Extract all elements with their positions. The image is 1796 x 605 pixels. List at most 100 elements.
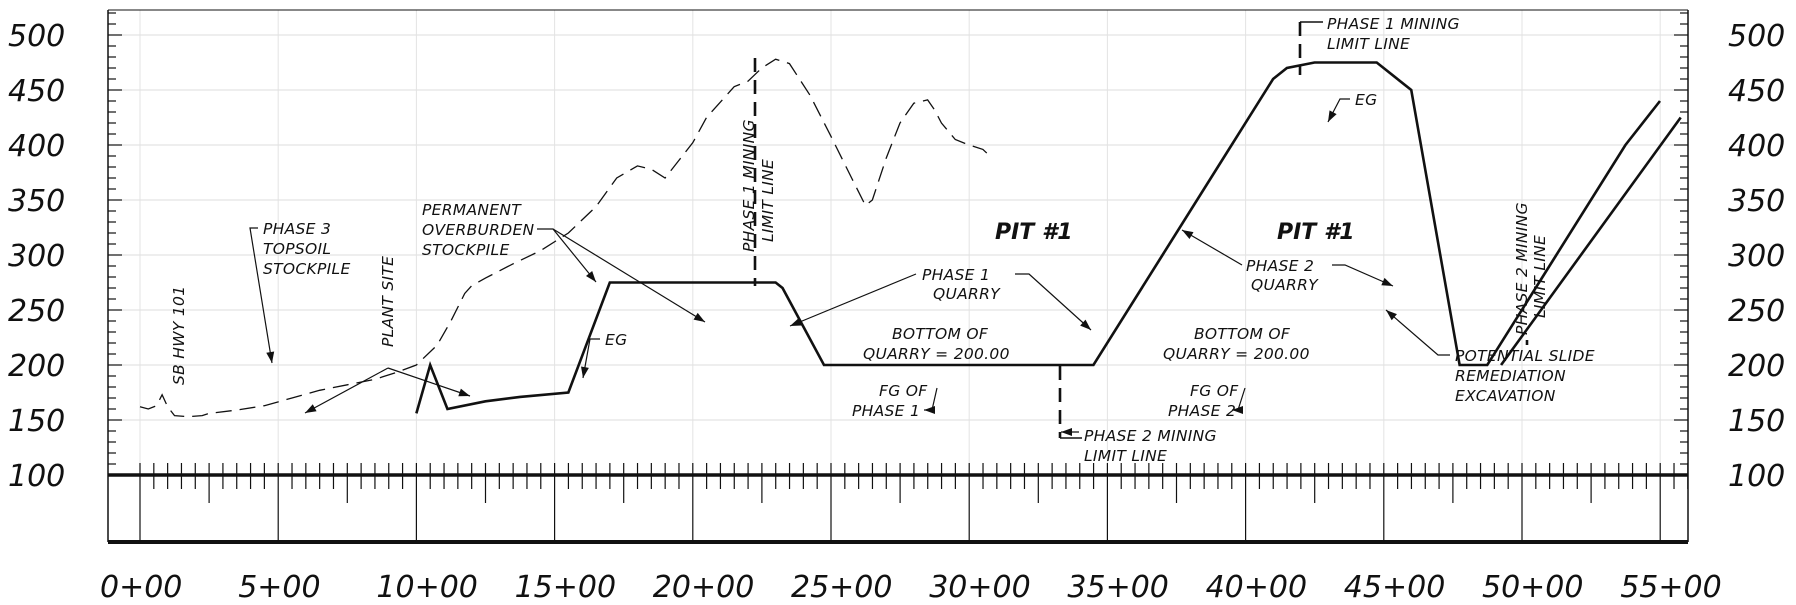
design-grade-line — [415, 61, 1682, 414]
fg-phase2-leader-arrow — [1232, 406, 1243, 414]
slide-remediation-line — [1500, 116, 1682, 366]
plant-site-leader-a — [304, 367, 389, 414]
sb-hwy-label: SB HWY 101 — [170, 286, 188, 385]
phase1-mining-vertical-line2: LIMIT LINE — [759, 159, 777, 242]
left-elevation-label: 500 — [8, 19, 65, 54]
station-label: 35+00 — [1067, 570, 1168, 605]
phase1-mining-vertical-line1: PHASE 1 MINING — [740, 119, 758, 252]
overburden-leader-b-arrow — [693, 312, 705, 322]
phase2-mining-bottom-line1: PHASE 2 MINING — [1084, 427, 1217, 445]
phase1-mining-top-line2: LIMIT LINE — [1327, 35, 1410, 53]
design-grade-polyline — [415, 61, 1662, 414]
bottom-quarry-right-line1: BOTTOM OF — [1194, 325, 1291, 343]
plant-site-leader-a-arrow — [305, 404, 317, 413]
right-elevation-label: 100 — [1728, 459, 1785, 494]
overburden-line1: PERMANENT — [422, 201, 522, 219]
phase1-quarry-leader-a — [789, 273, 917, 327]
overburden-line2: OVERBURDEN — [422, 221, 535, 239]
overburden-leader-b — [552, 228, 706, 323]
phase2-quarry-line2: QUARRY — [1251, 276, 1319, 294]
station-label: 40+00 — [1206, 570, 1307, 605]
potential-slide-line1: POTENTIAL SLIDE — [1455, 347, 1595, 365]
left-elevation-label: 250 — [8, 294, 65, 329]
left-elevation-label: 400 — [8, 129, 65, 164]
phase1-quarry-line1: PHASE 1 — [922, 266, 990, 284]
pit-left-label: PIT #1 — [995, 220, 1073, 245]
potential-slide-line2: REMEDIATION — [1455, 367, 1566, 385]
bottom-quarry-right-line2: QUARRY = 200.00 — [1163, 345, 1310, 363]
right-elevation-label: 300 — [1728, 239, 1785, 274]
pit-right-label: PIT #1 — [1277, 220, 1355, 245]
phase1-mining-top-line1: PHASE 1 MINING — [1327, 15, 1460, 33]
right-elevation-label: 500 — [1728, 19, 1785, 54]
left-elevation-label: 450 — [8, 74, 65, 109]
right-elevation-labels: 100 150 200 250 300 350 400 450 500 — [1728, 19, 1785, 494]
phase2-quarry-leader-b-arrow — [1381, 277, 1393, 286]
eg-dashed-line — [139, 58, 991, 418]
left-elevation-label: 100 — [8, 459, 65, 494]
station-label: 10+00 — [376, 570, 477, 605]
profile-frame — [107, 9, 1689, 544]
station-label: 25+00 — [791, 570, 892, 605]
fg-phase1-line2: PHASE 1 — [852, 402, 920, 420]
plant-site-label: PLANT SITE — [379, 256, 397, 347]
station-label: 5+00 — [238, 570, 320, 605]
plant-site-leader-b-arrow — [458, 388, 470, 397]
phase2-quarry-leader-a-arrow — [1182, 230, 1194, 239]
right-elevation-label: 400 — [1728, 129, 1785, 164]
phase2-quarry-leader-b — [1332, 264, 1394, 287]
phase1-quarry-line2: QUARRY — [933, 285, 1001, 303]
fg-phase2-line1: FG OF — [1190, 382, 1239, 400]
station-label: 50+00 — [1482, 570, 1583, 605]
phase2-quarry-line1: PHASE 2 — [1246, 257, 1314, 275]
phase1-quarry-leader-b-arrow — [1080, 319, 1091, 330]
eg-right-label: EG — [1355, 91, 1377, 109]
potential-slide-line3: EXCAVATION — [1455, 387, 1556, 405]
phase3-topsoil-line2: TOPSOIL — [263, 240, 331, 258]
station-label: 45+00 — [1344, 570, 1445, 605]
phase2-bottom-leader-arrow — [1061, 428, 1072, 436]
topsoil-leader-arrow — [266, 351, 275, 363]
left-elevation-label: 200 — [8, 349, 65, 384]
profile-grid — [108, 10, 1688, 475]
right-elevation-label: 200 — [1728, 349, 1785, 384]
fg-phase1-line1: FG OF — [879, 382, 928, 400]
left-elevation-label: 150 — [8, 404, 65, 439]
phase2-mining-vertical-line1: PHASE 2 MINING — [1513, 202, 1531, 335]
phase2-mining-vertical-line2: LIMIT LINE — [1531, 235, 1549, 318]
topsoil-leader — [249, 227, 273, 364]
station-label: 55+00 — [1620, 570, 1721, 605]
right-elevation-label: 150 — [1728, 404, 1785, 439]
phase1-quarry-leader-a-arrow — [790, 318, 802, 326]
station-label: 20+00 — [653, 570, 754, 605]
left-elevation-label: 350 — [8, 184, 65, 219]
phase3-topsoil-line3: STOCKPILE — [263, 260, 351, 278]
phase3-topsoil-line1: PHASE 3 — [263, 220, 331, 238]
callout-leaders — [249, 21, 1529, 439]
phase2-mining-bottom-line2: LIMIT LINE — [1084, 447, 1167, 465]
eg-left-leader-arrow — [581, 366, 589, 378]
station-label: 0+00 — [100, 570, 182, 605]
fg-phase1-leader-arrow — [924, 406, 935, 414]
station-label: 30+00 — [929, 570, 1030, 605]
plant-site-leader-b — [387, 367, 471, 397]
left-elevation-labels: 100 150 200 250 300 350 400 450 500 — [8, 19, 65, 494]
existing-ground-line — [139, 58, 991, 418]
phase2-quarry-leader-a — [1181, 229, 1243, 266]
overburden-line3: STOCKPILE — [422, 241, 510, 259]
station-labels: 0+00 5+00 10+00 15+00 20+00 25+00 30+00 35+00 40… — [100, 570, 1722, 605]
eg-right-leader-arrow — [1328, 110, 1337, 122]
eg-left-label: EG — [605, 331, 627, 349]
fg-phase2-line2: PHASE 2 — [1168, 402, 1236, 420]
bottom-quarry-left-line2: QUARRY = 200.00 — [863, 345, 1010, 363]
station-label: 15+00 — [515, 570, 616, 605]
slide-leader — [1385, 309, 1450, 356]
bottom-quarry-left-line1: BOTTOM OF — [892, 325, 989, 343]
right-elevation-label: 250 — [1728, 294, 1785, 329]
right-elevation-label: 450 — [1728, 74, 1785, 109]
overburden-leader-a-arrow — [585, 270, 596, 282]
slide-leader-arrow — [1386, 310, 1397, 321]
eg-left-leader — [582, 338, 600, 379]
left-elevation-label: 300 — [8, 239, 65, 274]
